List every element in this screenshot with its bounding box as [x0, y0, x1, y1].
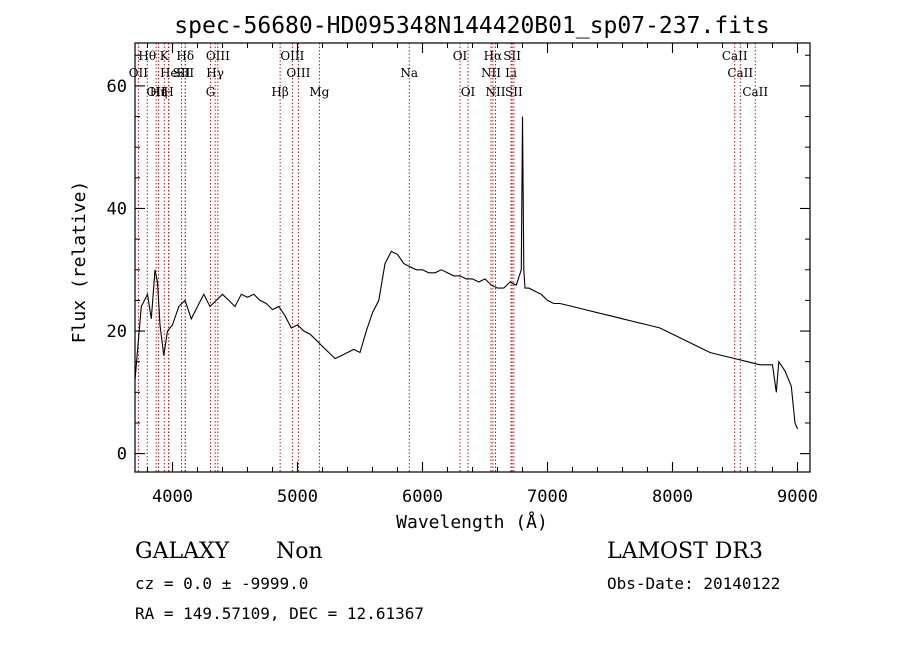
line-label: Hθ	[138, 49, 156, 63]
line-label: Hδ	[176, 49, 194, 63]
x-tick-label: 6000	[402, 487, 443, 507]
line-label: SII	[176, 66, 194, 80]
y-tick-label: 20	[107, 322, 127, 342]
line-label: OIII	[206, 49, 230, 63]
line-label: Hγ	[206, 66, 224, 80]
line-label: OI	[453, 49, 468, 63]
line-label: Hβ	[271, 85, 288, 99]
line-label: CaII	[742, 85, 768, 99]
survey-name: LAMOST DR3	[607, 539, 763, 564]
line-label: NII	[481, 66, 501, 80]
line-label: Hα	[484, 49, 503, 63]
line-label: Mg	[309, 85, 329, 99]
line-label: OIII	[280, 49, 304, 63]
line-label: CaII	[727, 66, 753, 80]
x-tick-label: 7000	[527, 487, 568, 507]
x-tick-label: 8000	[652, 487, 693, 507]
line-label: Na	[400, 66, 418, 80]
x-tick-label: 5000	[277, 487, 318, 507]
plot-frame	[134, 42, 811, 473]
y-axis: 0 20 40 60	[107, 54, 810, 465]
line-label: H	[163, 85, 173, 99]
y-tick-label: 60	[107, 77, 127, 97]
x-tick-label: 9000	[777, 487, 818, 507]
spectral-line-markers	[137, 43, 756, 472]
x-axis: 4000 5000 6000 7000 8000 9000	[147, 43, 818, 507]
line-label: CaII	[722, 49, 748, 63]
line-label: OI	[461, 85, 476, 99]
observation-date: Obs-Date: 20140122	[607, 574, 780, 593]
line-label: SII	[503, 49, 521, 63]
line-label: SII	[173, 66, 191, 80]
y-axis-label: Flux (relative)	[69, 181, 90, 344]
object-subclass: Non	[276, 539, 323, 564]
line-label: Hη	[150, 85, 168, 99]
object-class: GALAXY	[135, 539, 230, 564]
redshift-cz: cz = 0.0 ± -9999.0	[135, 574, 308, 593]
line-label: OII	[129, 66, 149, 80]
line-label: Li	[505, 66, 517, 80]
spectrum-series-line	[134, 116, 799, 430]
x-axis-label: Wavelength (Å)	[396, 511, 548, 533]
line-label: SII	[505, 85, 523, 99]
line-label: OIII	[286, 66, 310, 80]
line-label: G	[206, 85, 216, 99]
x-tick-label: 4000	[152, 487, 193, 507]
line-label: NII	[486, 85, 506, 99]
ra-dec: RA = 149.57109, DEC = 12.61367	[135, 604, 424, 623]
line-label: K	[160, 49, 170, 63]
y-tick-label: 0	[117, 445, 127, 465]
line-label: He	[160, 66, 178, 80]
line-label: OII	[146, 85, 166, 99]
y-tick-label: 40	[107, 199, 127, 219]
chart-title: spec-56680-HD095348N144420B01_sp07-237.f…	[174, 13, 769, 39]
